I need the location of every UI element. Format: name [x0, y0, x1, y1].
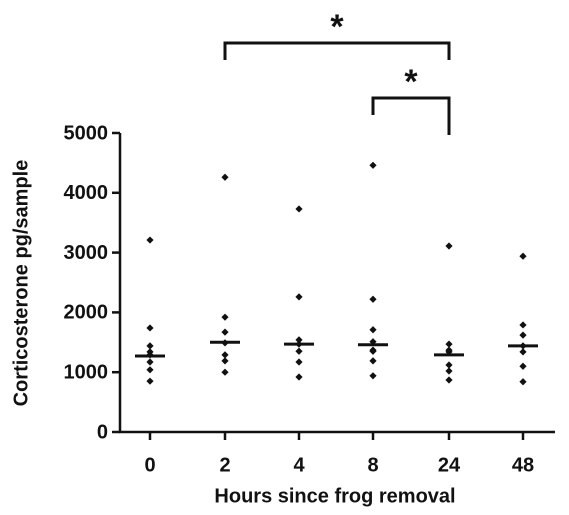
y-axis-title: Corticosterone pg/sample [10, 160, 32, 407]
data-point [295, 205, 303, 213]
data-point [146, 324, 154, 332]
significance-star: * [404, 63, 418, 101]
data-point [369, 347, 377, 355]
data-point [369, 372, 377, 380]
x-tick-label: 2 [219, 454, 230, 476]
data-point [146, 358, 154, 366]
data-point [221, 351, 229, 359]
data-point [445, 361, 453, 369]
data-point [445, 367, 453, 375]
data-point [519, 362, 527, 370]
data-point [519, 252, 527, 260]
significance-star: * [330, 8, 344, 46]
data-point [295, 347, 303, 355]
data-point [221, 328, 229, 336]
data-point [519, 348, 527, 356]
data-point [519, 378, 527, 386]
data-point [146, 377, 154, 385]
data-point [146, 342, 154, 350]
x-tick-label: 4 [293, 454, 305, 476]
data-point [221, 357, 229, 365]
data-point [146, 236, 154, 244]
significance-bracket [371, 96, 451, 135]
x-tick-label: 8 [367, 454, 378, 476]
y-tick-label: 4000 [64, 182, 109, 204]
data-point [445, 376, 453, 384]
data-point [445, 340, 453, 348]
y-tick-label: 3000 [64, 242, 109, 264]
x-tick-label: 24 [438, 454, 461, 476]
data-point [295, 373, 303, 381]
data-point [295, 293, 303, 301]
y-tick-label: 2000 [64, 302, 109, 324]
data-point [221, 368, 229, 376]
data-point [369, 295, 377, 303]
data-point [221, 173, 229, 181]
data-point [369, 357, 377, 365]
data-point [369, 326, 377, 334]
data-point [519, 331, 527, 339]
data-point [369, 161, 377, 169]
significance-bracket [223, 41, 451, 60]
data-point [445, 242, 453, 250]
x-axis-title: Hours since frog removal [214, 485, 455, 507]
data-point [221, 313, 229, 321]
x-tick-label: 48 [512, 454, 534, 476]
y-tick-label: 0 [97, 421, 108, 443]
y-tick-label: 1000 [64, 361, 109, 383]
data-point [295, 358, 303, 366]
x-tick-label: 0 [144, 454, 155, 476]
data-point [146, 366, 154, 374]
y-tick-label: 5000 [64, 122, 109, 144]
data-point [295, 336, 303, 344]
data-point [519, 321, 527, 329]
